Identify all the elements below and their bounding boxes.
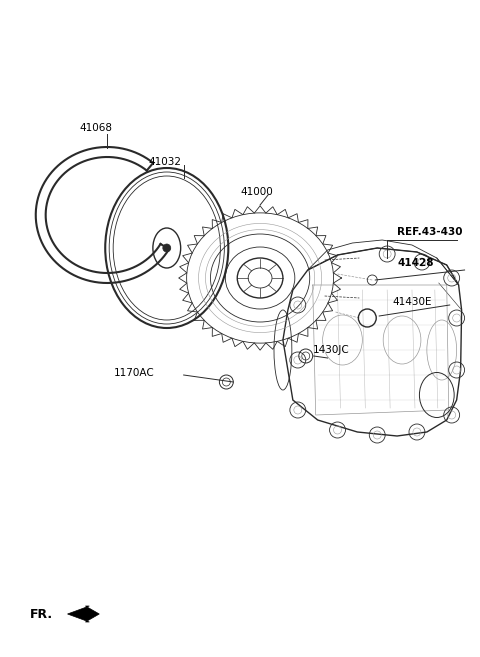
Text: 41000: 41000 <box>240 187 273 197</box>
Circle shape <box>163 244 171 252</box>
Text: 41032: 41032 <box>149 157 182 167</box>
Polygon shape <box>68 606 99 622</box>
Text: FR.: FR. <box>30 608 53 620</box>
Text: 41430E: 41430E <box>392 297 432 307</box>
Text: 1430JC: 1430JC <box>312 345 349 355</box>
Text: 41428: 41428 <box>397 258 433 268</box>
Text: REF.43-430: REF.43-430 <box>397 227 463 237</box>
Text: 1170AC: 1170AC <box>114 368 155 378</box>
Text: 41068: 41068 <box>79 123 112 133</box>
